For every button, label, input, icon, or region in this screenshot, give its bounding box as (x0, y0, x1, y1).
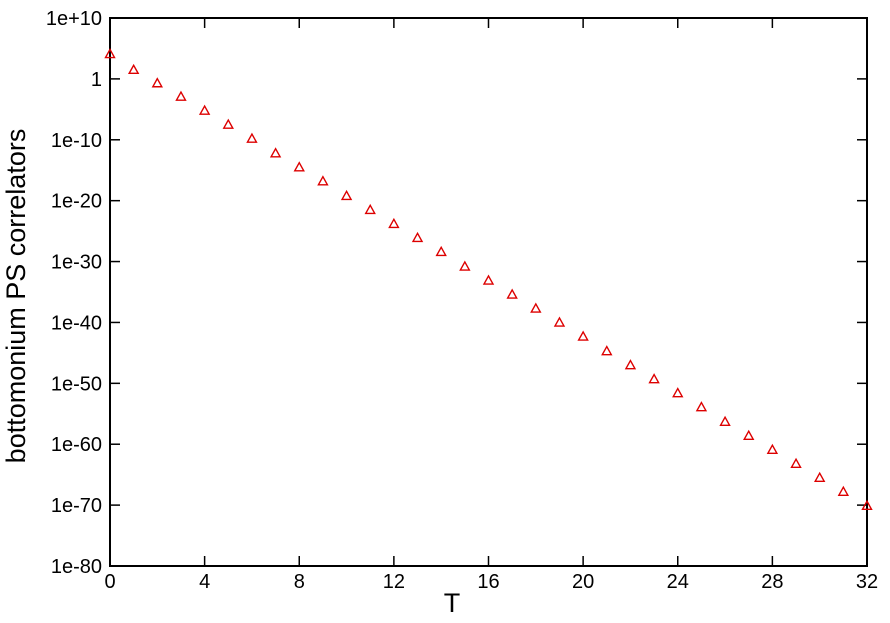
data-point (364, 203, 376, 215)
x-tick-label: 24 (667, 571, 689, 593)
data-point (861, 499, 873, 511)
data-point (577, 330, 589, 341)
data-point (411, 231, 424, 243)
x-tick-labels: 0 4 8 12 16 20 24 28 32 (104, 571, 878, 593)
data-point (175, 90, 187, 101)
data-point (719, 415, 731, 426)
data-point (743, 429, 755, 440)
data-point (506, 288, 518, 299)
x-tick-label: 16 (477, 571, 499, 593)
data-point (482, 274, 495, 285)
data-point (340, 189, 353, 201)
data-point (104, 47, 116, 59)
data-point (553, 316, 566, 327)
y-tick-label: 1e-20 (51, 191, 102, 213)
data-point (790, 457, 802, 469)
data-point (624, 359, 637, 370)
data-point (648, 373, 660, 384)
data-point (837, 485, 850, 497)
y-tick-label: 1e+10 (46, 8, 102, 30)
x-tick-label: 0 (104, 571, 115, 593)
plot-frame (109, 17, 868, 567)
data-point (601, 345, 613, 356)
x-tick-label: 28 (761, 571, 783, 593)
y-tick-label: 1e-70 (51, 495, 102, 517)
x-tick-label: 4 (199, 571, 210, 593)
data-point (269, 147, 282, 158)
data-point (530, 302, 542, 313)
y-tick-label: 1e-10 (51, 130, 102, 152)
data-point (127, 63, 140, 75)
data-point (198, 104, 211, 115)
data-point (813, 471, 826, 483)
x-tick-label: 8 (294, 571, 305, 593)
data-point (766, 443, 779, 455)
y-tick-label: 1 (91, 69, 102, 91)
y-tick-label: 1e-50 (51, 373, 102, 395)
y-tick-label: 1e-30 (51, 252, 102, 274)
data-point (151, 77, 164, 88)
y-tick-label: 1e-60 (51, 434, 102, 456)
x-tick-label: 12 (383, 571, 405, 593)
x-axis-label: T (444, 588, 461, 618)
data-point (672, 387, 684, 398)
y-tick-labels: 1e-80 1e-70 1e-60 1e-50 1e-40 1e-30 1e-20 1e-10… (46, 8, 102, 578)
x-tick-label: 32 (856, 571, 878, 593)
data-points (104, 47, 873, 511)
y-tick-label: 1e-40 (51, 312, 102, 334)
y-tick-label: 1e-80 (51, 556, 102, 578)
data-point (695, 401, 708, 412)
x-tick-label: 20 (572, 571, 594, 593)
data-point (459, 260, 471, 271)
data-point (388, 217, 400, 229)
data-point (246, 132, 258, 143)
data-point (435, 245, 447, 257)
tick-marks (109, 17, 868, 567)
y-axis-label: bottomonium PS correlators (1, 129, 31, 464)
data-point (222, 118, 234, 129)
data-point (293, 161, 305, 172)
data-point (317, 175, 329, 186)
